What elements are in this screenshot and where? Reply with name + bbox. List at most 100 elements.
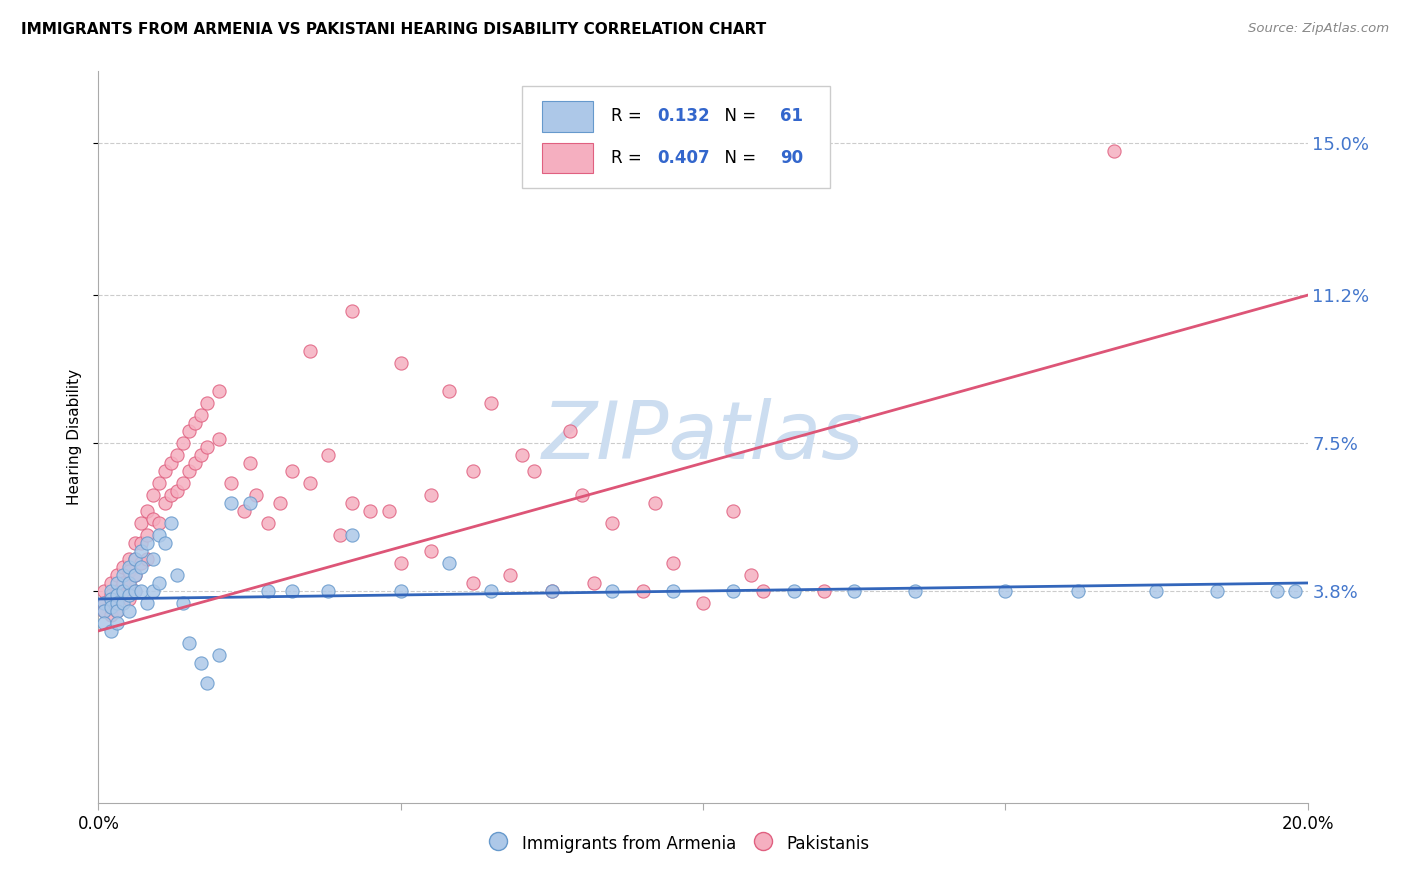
Point	[195, 396, 218, 410]
Point	[105, 604, 128, 618]
Point	[124, 584, 146, 599]
Point	[602, 516, 624, 530]
Point	[129, 560, 152, 574]
Point	[111, 584, 134, 599]
Point	[342, 304, 364, 318]
Point	[105, 596, 128, 610]
Point	[100, 596, 122, 610]
Point	[93, 596, 115, 610]
Point	[153, 496, 176, 510]
Point	[105, 591, 128, 606]
Point	[93, 596, 115, 610]
Point	[118, 576, 141, 591]
Point	[1144, 584, 1167, 599]
Point	[195, 440, 218, 454]
Text: N =: N =	[714, 149, 761, 167]
Point	[111, 596, 134, 610]
Point	[160, 456, 183, 470]
Point	[813, 584, 835, 599]
Point	[256, 584, 278, 599]
Point	[129, 536, 152, 550]
Point	[498, 568, 520, 582]
Legend: Immigrants from Armenia, Pakistanis: Immigrants from Armenia, Pakistanis	[482, 827, 876, 860]
Point	[1284, 584, 1306, 599]
Point	[1206, 584, 1229, 599]
Point	[1102, 145, 1125, 159]
Point	[100, 591, 122, 606]
Point	[148, 516, 170, 530]
Point	[142, 488, 165, 502]
Point	[105, 576, 128, 591]
Point	[661, 556, 683, 570]
Point	[299, 344, 322, 359]
Point	[571, 488, 593, 502]
Point	[239, 456, 262, 470]
Point	[142, 584, 165, 599]
Point	[93, 604, 115, 618]
Point	[208, 432, 231, 446]
Point	[148, 476, 170, 491]
Point	[844, 584, 866, 599]
Point	[135, 528, 157, 542]
Point	[111, 568, 134, 582]
Point	[129, 544, 152, 558]
Point	[316, 448, 339, 462]
Point	[111, 588, 134, 602]
Point	[118, 604, 141, 618]
Point	[904, 584, 927, 599]
Point	[129, 556, 152, 570]
Point	[281, 464, 304, 478]
Point	[221, 496, 243, 510]
Text: 61: 61	[780, 107, 803, 125]
Point	[148, 576, 170, 591]
Text: Source: ZipAtlas.com: Source: ZipAtlas.com	[1249, 22, 1389, 36]
Point	[389, 356, 412, 370]
Point	[437, 556, 460, 570]
Point	[602, 584, 624, 599]
Point	[184, 456, 207, 470]
Point	[342, 528, 364, 542]
Point	[124, 552, 146, 566]
Point	[148, 528, 170, 542]
Point	[100, 607, 122, 622]
Point	[160, 516, 183, 530]
Point	[437, 384, 460, 398]
Point	[166, 483, 188, 498]
Point	[377, 504, 399, 518]
Point	[105, 568, 128, 582]
Point	[129, 584, 152, 599]
Point	[111, 560, 134, 574]
Point	[93, 615, 115, 630]
Y-axis label: Hearing Disability: Hearing Disability	[67, 369, 83, 505]
Point	[281, 584, 304, 599]
Point	[540, 584, 562, 599]
Point	[118, 564, 141, 578]
Point	[783, 584, 806, 599]
Point	[135, 552, 157, 566]
Point	[329, 528, 352, 542]
Text: N =: N =	[714, 107, 761, 125]
Point	[100, 599, 122, 614]
Text: 90: 90	[780, 149, 803, 167]
Point	[420, 544, 443, 558]
Point	[232, 504, 254, 518]
Point	[129, 516, 152, 530]
Text: IMMIGRANTS FROM ARMENIA VS PAKISTANI HEARING DISABILITY CORRELATION CHART: IMMIGRANTS FROM ARMENIA VS PAKISTANI HEA…	[21, 22, 766, 37]
Point	[389, 584, 412, 599]
Point	[510, 448, 533, 462]
Point	[100, 624, 122, 638]
Point	[105, 588, 128, 602]
Point	[723, 584, 745, 599]
Point	[342, 496, 364, 510]
Point	[93, 604, 115, 618]
Point	[93, 584, 115, 599]
Point	[190, 408, 212, 422]
Point	[644, 496, 666, 510]
Point	[179, 464, 201, 478]
Point	[160, 488, 183, 502]
Point	[135, 536, 157, 550]
Point	[661, 584, 683, 599]
Point	[118, 552, 141, 566]
Point	[179, 424, 201, 438]
Point	[184, 416, 207, 430]
